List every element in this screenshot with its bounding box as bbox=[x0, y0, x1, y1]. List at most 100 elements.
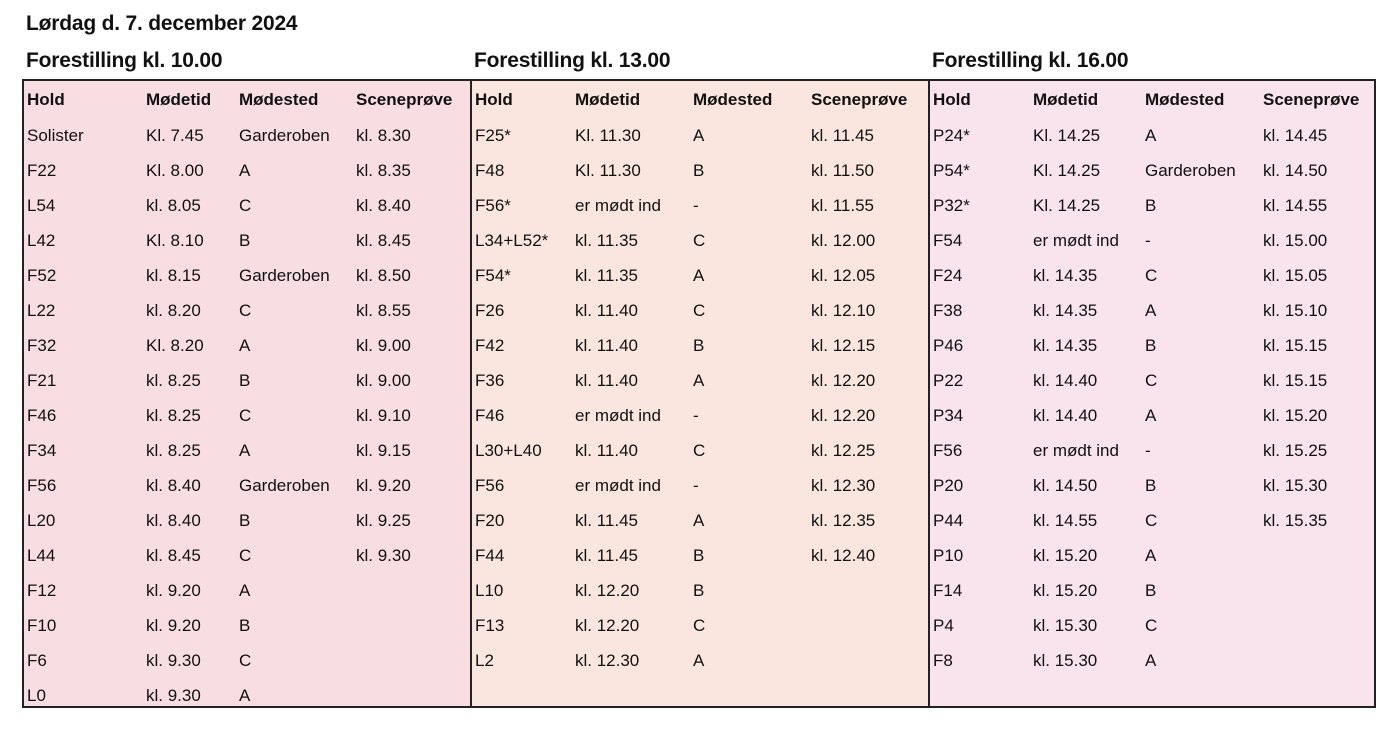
cell-modested: A bbox=[693, 266, 705, 285]
cell-modested: C bbox=[239, 651, 252, 670]
cell-sceneprove bbox=[1263, 608, 1374, 643]
cell-hold: P22 bbox=[933, 371, 964, 390]
cell-sceneprove: kl. 11.55 bbox=[811, 196, 875, 215]
cell-hold: F52 bbox=[27, 266, 57, 285]
cell-sceneprove bbox=[1263, 538, 1374, 573]
cell-modetid: kl. 8.20 bbox=[146, 301, 201, 320]
cell-sceneprove bbox=[356, 573, 470, 608]
show-panel-1600: Hold Mødetid Mødested Sceneprøve P24* Kl. 14.… bbox=[930, 81, 1374, 706]
cell-modetid: kl. 8.25 bbox=[146, 441, 201, 460]
cell-modetid: kl. 11.40 bbox=[575, 441, 639, 460]
cell-modested: C bbox=[693, 616, 706, 635]
cell-sceneprove: kl. 12.20 bbox=[811, 406, 876, 425]
cell-modested: B bbox=[693, 336, 705, 355]
cell-sceneprove: kl. 12.40 bbox=[811, 546, 876, 565]
cell-modetid: kl. 11.35 bbox=[575, 231, 639, 250]
cell-modetid: kl. 14.55 bbox=[1033, 511, 1098, 530]
cell-modetid: kl. 11.45 bbox=[575, 546, 639, 565]
cell-hold: L30+L40 bbox=[475, 441, 542, 460]
show-title-1600: Forestilling kl. 16.00 bbox=[932, 49, 1129, 72]
cell-modetid: kl. 11.40 bbox=[575, 301, 639, 320]
cell-hold: F36 bbox=[475, 371, 505, 390]
cell-hold: F21 bbox=[27, 371, 57, 390]
cell-sceneprove: kl. 11.45 bbox=[811, 126, 875, 145]
cell-modested: C bbox=[693, 441, 706, 460]
cell-modetid: kl. 15.30 bbox=[1033, 651, 1098, 670]
cell-sceneprove: kl. 12.15 bbox=[811, 336, 876, 355]
cell-sceneprove: kl. 9.10 bbox=[356, 406, 411, 425]
cell-modested: B bbox=[1145, 476, 1157, 495]
cell-sceneprove: kl. 8.40 bbox=[356, 196, 411, 215]
cell-hold: F48 bbox=[475, 161, 505, 180]
cell-sceneprove: kl. 8.35 bbox=[356, 161, 411, 180]
column-header-hold: Hold bbox=[933, 90, 971, 109]
cell-modested: Garderoben bbox=[239, 266, 330, 285]
cell-sceneprove bbox=[356, 608, 470, 643]
cell-modested: Garderoben bbox=[239, 476, 330, 495]
cell-modested: A bbox=[1145, 546, 1157, 565]
column-header-modested: Mødested bbox=[239, 90, 319, 109]
cell-hold: F8 bbox=[933, 651, 953, 670]
cell-sceneprove: kl. 8.50 bbox=[356, 266, 411, 285]
column-header-modetid: Mødetid bbox=[1033, 90, 1099, 109]
cell-modested: B bbox=[693, 161, 705, 180]
document-title: Lørdag d. 7. december 2024 bbox=[26, 12, 298, 35]
cell-modetid: kl. 9.20 bbox=[146, 616, 201, 635]
cell-modetid: Kl. 14.25 bbox=[1033, 126, 1101, 145]
schedule-table: Hold Mødetid Mødested Sceneprøve Solister Kl.… bbox=[24, 81, 470, 713]
cell-hold: F54* bbox=[475, 266, 511, 285]
cell-modested: A bbox=[693, 651, 705, 670]
cell-modested: A bbox=[239, 686, 251, 705]
cell-modetid: Kl. 8.00 bbox=[146, 161, 204, 180]
show-title-1000: Forestilling kl. 10.00 bbox=[26, 49, 223, 72]
cell-modetid: kl. 11.40 bbox=[575, 371, 639, 390]
cell-sceneprove: kl. 15.25 bbox=[1263, 441, 1328, 460]
cell-modested: B bbox=[239, 231, 251, 250]
cell-modested: B bbox=[1145, 581, 1157, 600]
column-header-sceneprove: Sceneprøve bbox=[1263, 90, 1360, 109]
cell-modested: C bbox=[1145, 616, 1158, 635]
show-title-1300: Forestilling kl. 13.00 bbox=[474, 49, 671, 72]
cell-hold: P10 bbox=[933, 546, 964, 565]
cell-sceneprove: kl. 9.30 bbox=[356, 546, 411, 565]
cell-modested: A bbox=[1145, 651, 1157, 670]
cell-sceneprove bbox=[356, 678, 470, 713]
cell-hold: L0 bbox=[27, 686, 46, 705]
cell-hold: F26 bbox=[475, 301, 505, 320]
cell-modetid: er mødt ind bbox=[1033, 441, 1119, 460]
cell-modetid: kl. 8.15 bbox=[146, 266, 201, 285]
cell-sceneprove: kl. 14.55 bbox=[1263, 196, 1328, 215]
cell-sceneprove: kl. 8.55 bbox=[356, 301, 411, 320]
column-header-modested: Mødested bbox=[1145, 90, 1225, 109]
cell-modetid: er mødt ind bbox=[575, 196, 661, 215]
cell-hold: F44 bbox=[475, 546, 505, 565]
cell-hold: F56 bbox=[933, 441, 963, 460]
cell-hold: P44 bbox=[933, 511, 964, 530]
cell-modetid: kl. 12.30 bbox=[575, 651, 640, 670]
cell-hold: L44 bbox=[27, 546, 56, 565]
cell-hold: F13 bbox=[475, 616, 505, 635]
cell-hold: L2 bbox=[475, 651, 494, 670]
cell-hold: P20 bbox=[933, 476, 964, 495]
cell-sceneprove bbox=[811, 643, 928, 678]
cell-sceneprove: kl. 12.35 bbox=[811, 511, 876, 530]
cell-modested: C bbox=[1145, 266, 1158, 285]
cell-modetid: kl. 8.40 bbox=[146, 511, 201, 530]
cell-modetid: kl. 8.25 bbox=[146, 406, 201, 425]
cell-modetid: kl. 8.25 bbox=[146, 371, 201, 390]
cell-sceneprove: kl. 15.00 bbox=[1263, 231, 1328, 250]
cell-hold: P24* bbox=[933, 126, 970, 145]
cell-modetid: kl. 14.35 bbox=[1033, 301, 1098, 320]
cell-sceneprove: kl. 15.30 bbox=[1263, 476, 1328, 495]
cell-sceneprove: kl. 9.00 bbox=[356, 336, 411, 355]
cell-sceneprove bbox=[356, 643, 470, 678]
cell-modetid: kl. 15.20 bbox=[1033, 546, 1098, 565]
cell-sceneprove: kl. 12.00 bbox=[811, 231, 876, 250]
cell-sceneprove: kl. 12.25 bbox=[811, 441, 876, 460]
cell-modested: - bbox=[1145, 231, 1151, 250]
cell-sceneprove bbox=[811, 573, 928, 608]
cell-sceneprove: kl. 15.10 bbox=[1263, 301, 1328, 320]
cell-sceneprove: kl. 12.30 bbox=[811, 476, 876, 495]
cell-sceneprove: kl. 9.00 bbox=[356, 371, 411, 390]
cell-sceneprove: kl. 15.05 bbox=[1263, 266, 1328, 285]
